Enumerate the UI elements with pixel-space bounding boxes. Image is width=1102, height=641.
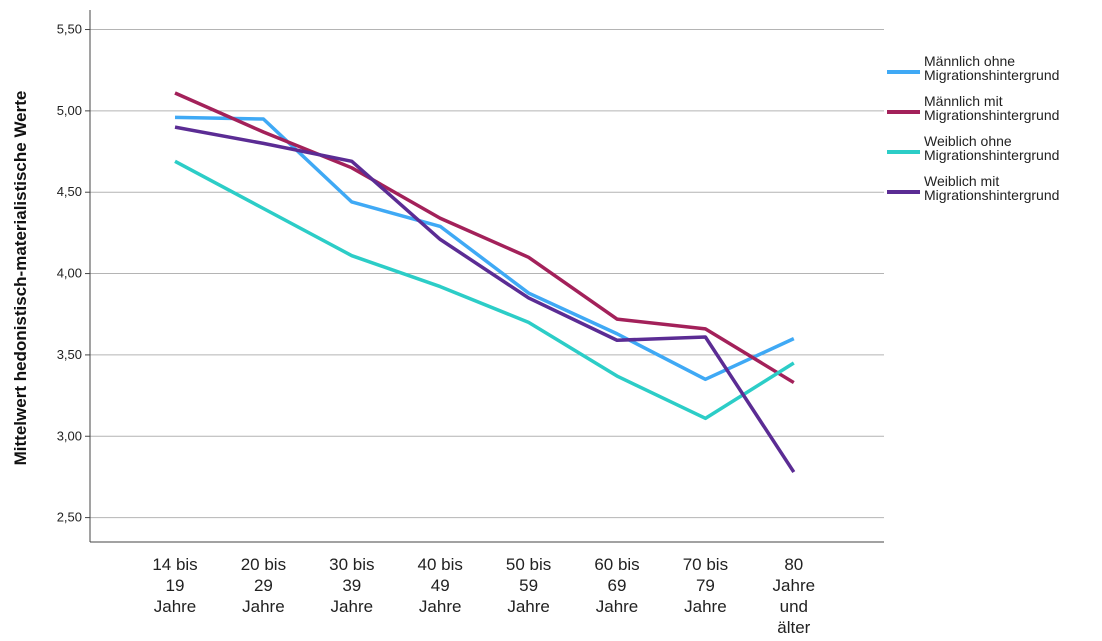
x-tick-label-7-line-1: Jahre — [773, 576, 816, 595]
x-tick-label-1-line-1: 29 — [254, 576, 273, 595]
x-tick-label-4-line-1: 59 — [519, 576, 538, 595]
y-tick-label-3: 4,00 — [57, 266, 82, 281]
y-tick-label-0: 2,50 — [57, 510, 82, 525]
x-tick-label-5-line-2: Jahre — [596, 597, 639, 616]
series-line-2 — [174, 159, 795, 421]
x-tick-label-0-line-2: Jahre — [154, 597, 197, 616]
x-tick-label-0: 14 bis 19 Jahre — [152, 555, 197, 616]
legend-label-0-line-0: Männlich ohne — [924, 53, 1015, 69]
x-tick-label-2-line-2: Jahre — [331, 597, 374, 616]
x-tick-label-5: 60 bis 69 Jahre — [594, 555, 639, 616]
legend-label-3-line-0: Weiblich mit — [924, 173, 999, 189]
legend-label-2-line-1: Migrationshintergrund — [924, 147, 1059, 163]
x-tick-label-7-line-2: und — [780, 597, 808, 616]
y-tick-label-6: 5,50 — [57, 22, 82, 37]
x-tick-label-3-line-1: 49 — [431, 576, 450, 595]
x-tick-label-2-line-1: 39 — [342, 576, 361, 595]
x-tick-label-2: 30 bis 39 Jahre — [329, 555, 374, 616]
y-tick-label-1: 3,00 — [57, 428, 82, 443]
series-line-1 — [174, 91, 795, 385]
x-tick-label-5-line-1: 69 — [608, 576, 627, 595]
axes — [85, 10, 884, 543]
gridlines — [90, 29, 884, 519]
x-tick-label-3-line-0: 40 bis — [418, 555, 463, 574]
x-tick-label-3: 40 bis 49 Jahre — [418, 555, 463, 616]
axis-labels: 2,50 3,00 3,50 4,00 4,50 5,00 5,50 14 bis 19 Jahr… — [11, 22, 815, 637]
y-axis-title: Mittelwert hedonistisch-materialistische… — [11, 91, 30, 466]
x-tick-label-3-line-2: Jahre — [419, 597, 462, 616]
y-tick-label-4: 4,50 — [57, 184, 82, 199]
legend: Männlich ohneMigrationshintergrundMännli… — [887, 53, 1059, 203]
x-tick-label-6-line-1: 79 — [696, 576, 715, 595]
x-tick-label-7: 80 Jahre und älter — [773, 555, 816, 637]
series-line-0 — [174, 115, 795, 382]
x-tick-label-7-line-3: älter — [777, 618, 810, 637]
legend-label-2-line-0: Weiblich ohne — [924, 133, 1012, 149]
legend-label-0-line-1: Migrationshintergrund — [924, 67, 1059, 83]
series-lines — [174, 91, 796, 474]
legend-label-3-line-1: Migrationshintergrund — [924, 187, 1059, 203]
x-tick-label-6-line-2: Jahre — [684, 597, 727, 616]
y-tick-label-5: 5,00 — [57, 103, 82, 118]
x-tick-label-4-line-2: Jahre — [507, 597, 550, 616]
x-tick-label-2-line-0: 30 bis — [329, 555, 374, 574]
x-tick-label-4: 50 bis 59 Jahre — [506, 555, 551, 616]
x-tick-label-1-line-0: 20 bis — [241, 555, 286, 574]
x-tick-label-4-line-0: 50 bis — [506, 555, 551, 574]
x-tick-label-7-line-0: 80 — [784, 555, 803, 574]
y-tick-label-2: 3,50 — [57, 347, 82, 362]
x-tick-label-5-line-0: 60 bis — [594, 555, 639, 574]
series-line-3 — [174, 125, 796, 474]
x-tick-label-6-line-0: 70 bis — [683, 555, 728, 574]
x-tick-label-1: 20 bis 29 Jahre — [241, 555, 286, 616]
x-tick-label-6: 70 bis 79 Jahre — [683, 555, 728, 616]
x-tick-label-1-line-2: Jahre — [242, 597, 285, 616]
legend-label-1-line-0: Männlich mit — [924, 93, 1003, 109]
x-tick-label-0-line-1: 19 — [166, 576, 185, 595]
legend-label-1-line-1: Migrationshintergrund — [924, 107, 1059, 123]
x-tick-label-0-line-0: 14 bis — [152, 555, 197, 574]
